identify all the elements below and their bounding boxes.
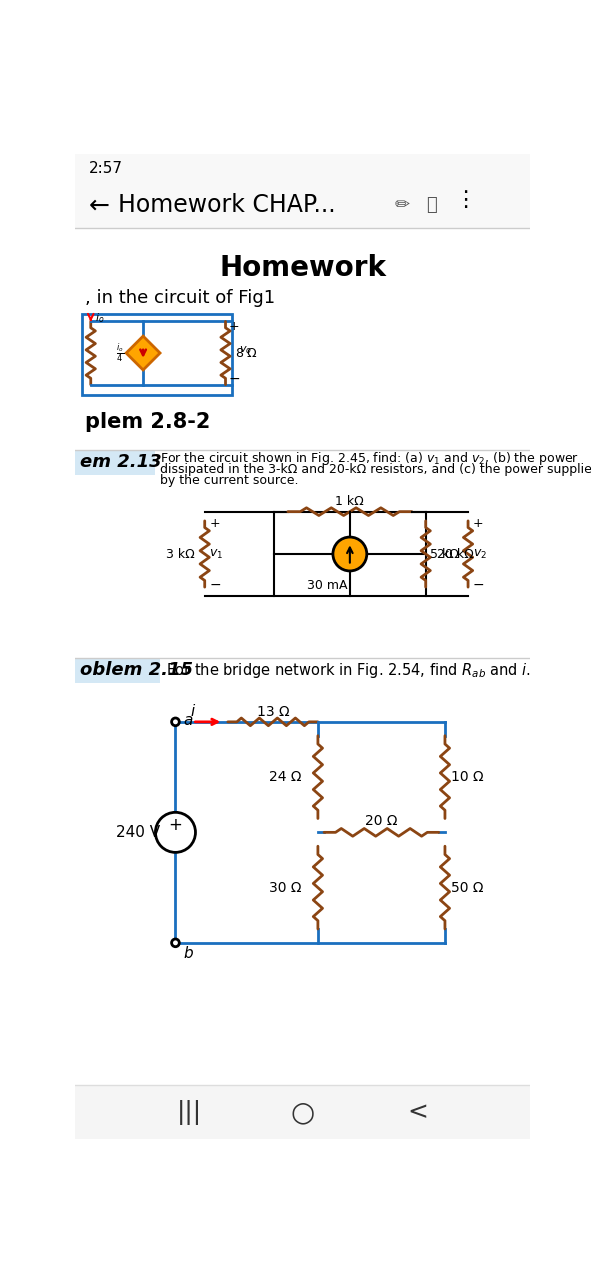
Text: by the current source.: by the current source. [160, 474, 298, 486]
Text: $v_2$: $v_2$ [473, 548, 486, 561]
Text: −: − [229, 372, 240, 387]
Text: dissipated in the 3-kΩ and 20-kΩ resistors, and (c) the power supplied: dissipated in the 3-kΩ and 20-kΩ resisto… [160, 463, 591, 476]
Text: , in the circuit of Fig1: , in the circuit of Fig1 [85, 289, 275, 307]
Text: +: + [168, 817, 183, 835]
Text: $i_o$: $i_o$ [95, 311, 104, 325]
Text: +: + [473, 517, 483, 530]
Text: $v_1$: $v_1$ [209, 548, 223, 561]
Text: +: + [209, 517, 220, 530]
Bar [82, 314, 232, 394]
Text: oblem 2.15: oblem 2.15 [80, 662, 193, 680]
Polygon shape [126, 337, 160, 370]
Text: 5 kΩ: 5 kΩ [430, 548, 459, 561]
Text: 240 V: 240 V [116, 824, 161, 840]
Text: em 2.13: em 2.13 [80, 453, 161, 471]
Text: ✏: ✏ [395, 196, 410, 214]
Text: Homework: Homework [219, 253, 386, 282]
Text: $\frac{i_o}{4}$: $\frac{i_o}{4}$ [116, 342, 124, 365]
Text: For the bridge network in Fig. 2.54, find $R_{ab}$ and $i$.: For the bridge network in Fig. 2.54, fin… [166, 660, 531, 680]
Text: +: + [229, 320, 239, 333]
Text: <: < [408, 1101, 428, 1124]
Text: 20 kΩ: 20 kΩ [437, 548, 474, 561]
Bar [76, 658, 160, 684]
Text: i: i [191, 704, 195, 719]
Text: |||: ||| [177, 1100, 202, 1125]
Circle shape [171, 718, 179, 726]
Text: 8 $\Omega$: 8 $\Omega$ [235, 347, 258, 360]
Text: ⋮: ⋮ [454, 189, 476, 210]
Text: 13 Ω: 13 Ω [256, 705, 289, 719]
Text: 1 kΩ: 1 kΩ [336, 495, 364, 508]
Text: Homework CHAP...: Homework CHAP... [118, 193, 335, 218]
Bar [76, 154, 530, 183]
Circle shape [171, 940, 179, 947]
Text: b: b [183, 946, 193, 961]
Circle shape [333, 538, 367, 571]
Text: For the circuit shown in Fig. 2.45, find: (a) $v_1$ and $v_2$, (b) the power: For the circuit shown in Fig. 2.45, find… [160, 451, 579, 467]
Text: 20 Ω: 20 Ω [365, 814, 398, 828]
Bar [76, 183, 530, 228]
Text: ←: ← [89, 193, 110, 218]
Bar [76, 1085, 530, 1139]
Text: −: − [473, 577, 484, 591]
Text: −: − [209, 577, 221, 591]
Text: 10 Ω: 10 Ω [451, 771, 484, 785]
Text: 50 Ω: 50 Ω [451, 881, 483, 895]
Text: a: a [183, 713, 193, 728]
Bar [76, 451, 155, 475]
Text: 30 Ω: 30 Ω [269, 881, 302, 895]
Text: ⧉: ⧉ [426, 196, 436, 214]
Text: ○: ○ [290, 1098, 314, 1126]
Text: $v_o$: $v_o$ [239, 344, 252, 356]
Text: 3 kΩ: 3 kΩ [165, 548, 194, 561]
Circle shape [155, 813, 196, 852]
Text: 24 Ω: 24 Ω [269, 771, 302, 785]
Text: plem 2.8-2: plem 2.8-2 [85, 412, 210, 431]
Text: 30 mA: 30 mA [307, 579, 347, 591]
Text: 2:57: 2:57 [89, 161, 123, 175]
